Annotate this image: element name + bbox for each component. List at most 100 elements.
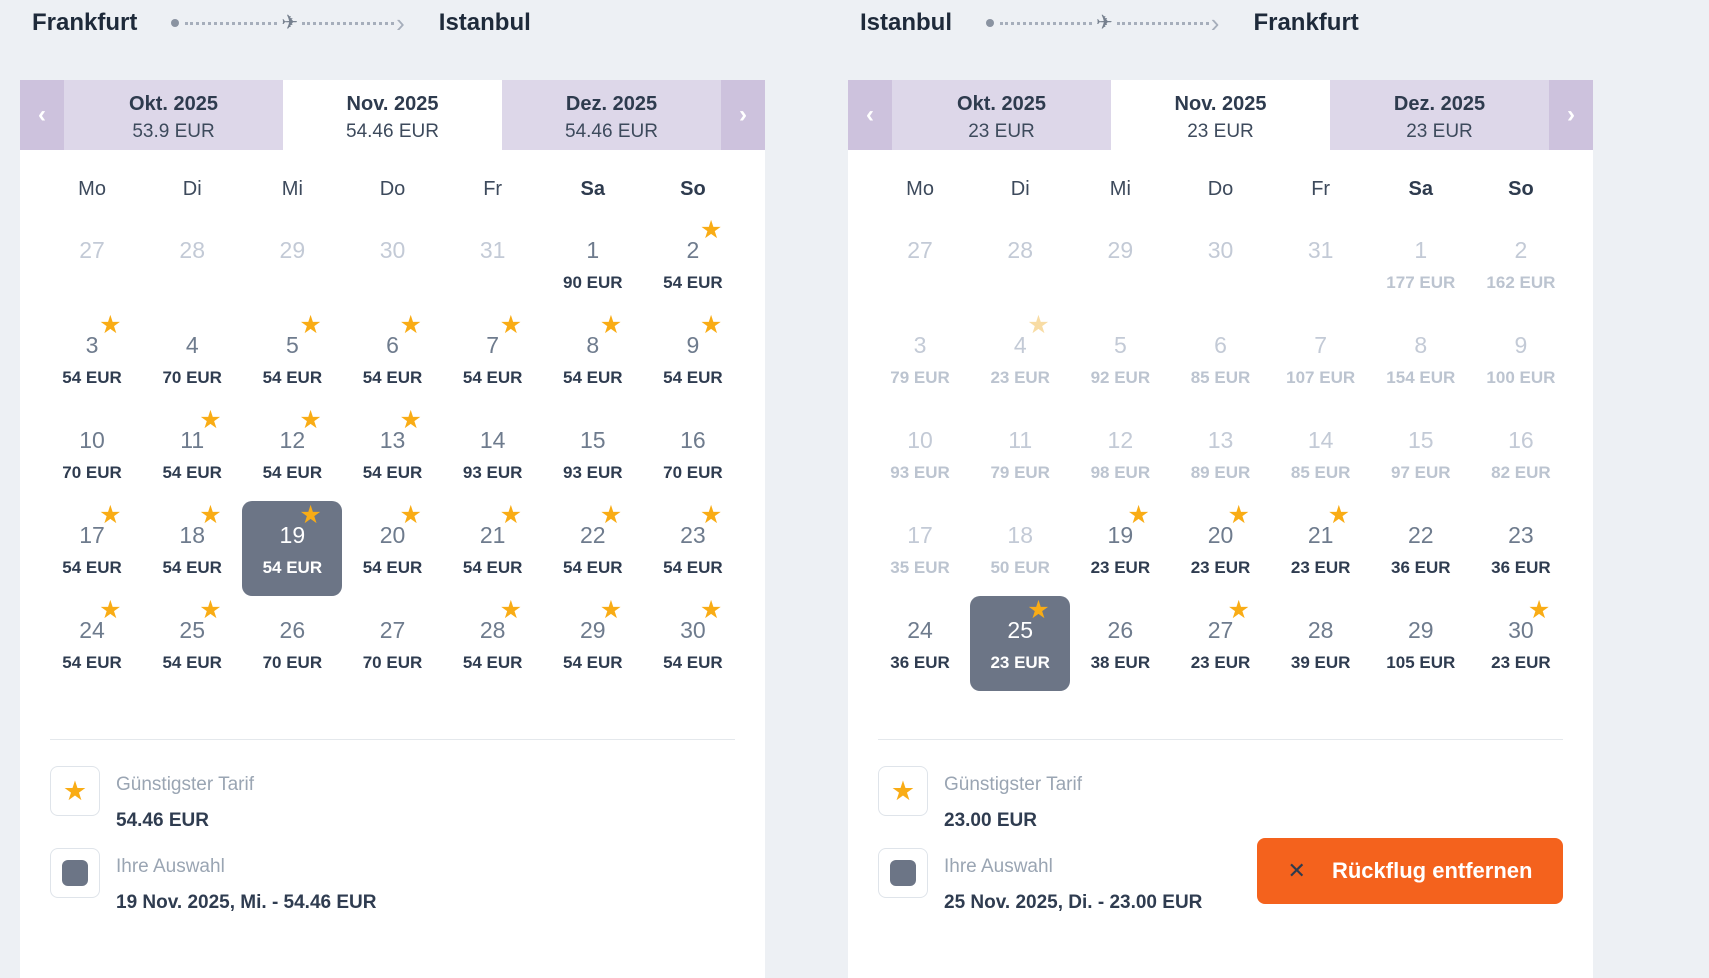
day-cell[interactable]: 17 ★ 54 EUR [42,501,142,596]
tab-month-current[interactable]: Nov. 2025 23 EUR [1111,80,1330,150]
day-of-week-header: Do [1207,178,1234,200]
day-cell: 28 [142,216,242,311]
day-price: 162 EUR [1486,273,1556,292]
remove-return-flight-button[interactable]: ✕ Rückflug entfernen [1257,838,1563,904]
day-number: 19 [279,522,306,548]
day-cell[interactable]: 22 ★ 54 EUR [543,501,643,596]
next-month-button[interactable]: › [721,80,765,150]
day-cell[interactable]: 6 ★ 54 EUR [342,311,442,406]
day-of-week-header: Sa [580,178,605,200]
day-cell[interactable]: 30 ★ 23 EUR [1471,596,1571,691]
day-price: 97 EUR [1391,463,1451,482]
day-number: 10 [907,427,933,453]
tab-month-next[interactable]: Dez. 2025 54.46 EUR [502,80,721,150]
day-cell-selected[interactable]: 25 ★ 23 EUR [970,596,1071,691]
day-number: 7 [1314,332,1328,358]
cheapest-star-icon: ★ [1327,501,1351,529]
day-cell[interactable]: 23 ★ 54 EUR [643,501,743,596]
day-cell[interactable]: 21 ★ 23 EUR [1271,501,1371,596]
cheapest-star-icon: ★ [299,501,322,529]
day-cell[interactable]: 13 ★ 54 EUR [342,406,442,501]
day-cell[interactable]: 26 70 EUR [242,596,342,691]
day-cell[interactable]: 2 ★ 54 EUR [643,216,743,311]
tab-month-previous[interactable]: Okt. 2025 53.9 EUR [64,80,283,150]
selection-legend: Ihre Auswahl 19 Nov. 2025, Mi. - 54.46 E… [50,848,765,916]
day-cell[interactable]: 24 ★ 54 EUR [42,596,142,691]
day-number: 26 [279,617,306,643]
month-tabs: ‹ Okt. 2025 53.9 EUR Nov. 2025 54.46 EUR… [20,80,765,150]
day-number: 16 [680,427,706,453]
day-cell[interactable]: 7 ★ 54 EUR [443,311,543,406]
tab-month-label: Dez. 2025 [565,93,658,115]
day-number: 6 [386,332,399,358]
day-cell[interactable]: 12 ★ 54 EUR [242,406,342,501]
day-price: 54 EUR [162,558,222,577]
plane-icon: ✈ [281,11,299,34]
day-number: 25 [1007,617,1033,643]
day-cell[interactable]: 20 ★ 23 EUR [1170,501,1270,596]
cheapest-star-icon: ★ [399,406,422,434]
day-cell[interactable]: 5 ★ 54 EUR [242,311,342,406]
day-number: 30 [1207,237,1234,263]
day-cell[interactable]: 21 ★ 54 EUR [443,501,543,596]
selection-swatch-icon [890,860,916,886]
day-cell[interactable]: 14 93 EUR [443,406,543,501]
day-number: 1 [586,237,600,263]
day-cell[interactable]: 25 ★ 54 EUR [142,596,242,691]
day-cell[interactable]: 1 90 EUR [543,216,643,311]
day-cell[interactable]: 30 ★ 54 EUR [643,596,743,691]
day-cell[interactable]: 16 70 EUR [643,406,743,501]
day-number: 17 [907,522,933,548]
return-legend: ★ Günstigster Tarif 23.00 EUR Ihre Auswa… [848,740,1593,916]
day-price: 93 EUR [462,463,523,482]
day-of-week-header: Mo [78,178,106,200]
route-arrow-icon: › [1210,8,1220,38]
day-cell[interactable]: 18 ★ 54 EUR [142,501,242,596]
day-cell: 10 93 EUR [870,406,970,501]
tab-month-current[interactable]: Nov. 2025 54.46 EUR [283,80,502,150]
day-number: 27 [79,237,105,263]
day-price: 36 EUR [1391,558,1451,577]
day-cell-selected[interactable]: 19 ★ 54 EUR [242,501,343,596]
day-cell[interactable]: 29 105 EUR [1371,596,1471,691]
day-price: 85 EUR [1290,463,1351,482]
day-cell[interactable]: 22 36 EUR [1371,501,1471,596]
day-cell[interactable]: 11 ★ 54 EUR [142,406,242,501]
day-number: 29 [579,617,606,643]
day-cell: 27 [42,216,142,311]
day-cell[interactable]: 8 ★ 54 EUR [543,311,643,406]
day-cell[interactable]: 28 ★ 54 EUR [443,596,543,691]
day-cell[interactable]: 19 ★ 23 EUR [1070,501,1170,596]
tab-month-next[interactable]: Dez. 2025 23 EUR [1330,80,1549,150]
month-tabs: ‹ Okt. 2025 23 EUR Nov. 2025 23 EUR Dez.… [848,80,1593,150]
prev-month-button[interactable]: ‹ [848,80,892,150]
day-cell[interactable]: 28 39 EUR [1271,596,1371,691]
selection-label: Ihre Auswahl [944,856,1053,877]
day-number: 5 [285,332,299,358]
day-cell[interactable]: 29 ★ 54 EUR [543,596,643,691]
cheapest-star-icon: ★ [399,311,422,339]
day-cell[interactable]: 9 ★ 54 EUR [643,311,743,406]
day-cell[interactable]: 10 70 EUR [42,406,142,501]
day-cell[interactable]: 24 36 EUR [870,596,970,691]
cheapest-star-icon: ★ [199,596,222,624]
day-cell[interactable]: 20 ★ 54 EUR [342,501,442,596]
day-cell[interactable]: 27 ★ 23 EUR [1170,596,1270,691]
day-number: 17 [79,522,105,548]
day-price: 54 EUR [362,368,423,387]
cheapest-star-icon: ★ [699,311,723,339]
day-cell[interactable]: 4 70 EUR [142,311,242,406]
day-price: 54 EUR [563,368,623,387]
tab-month-previous[interactable]: Okt. 2025 23 EUR [892,80,1111,150]
day-price: 35 EUR [890,558,950,577]
day-number: 7 [486,332,500,358]
selection-legend: Ihre Auswahl 25 Nov. 2025, Di. - 23.00 E… [878,848,1593,916]
day-cell[interactable]: 23 36 EUR [1471,501,1571,596]
day-cell[interactable]: 26 38 EUR [1070,596,1170,691]
day-cell[interactable]: 27 70 EUR [342,596,442,691]
day-cell[interactable]: 3 ★ 54 EUR [42,311,142,406]
day-cell[interactable]: 15 93 EUR [543,406,643,501]
day-cell: 30 [342,216,442,311]
next-month-button[interactable]: › [1549,80,1593,150]
prev-month-button[interactable]: ‹ [20,80,64,150]
